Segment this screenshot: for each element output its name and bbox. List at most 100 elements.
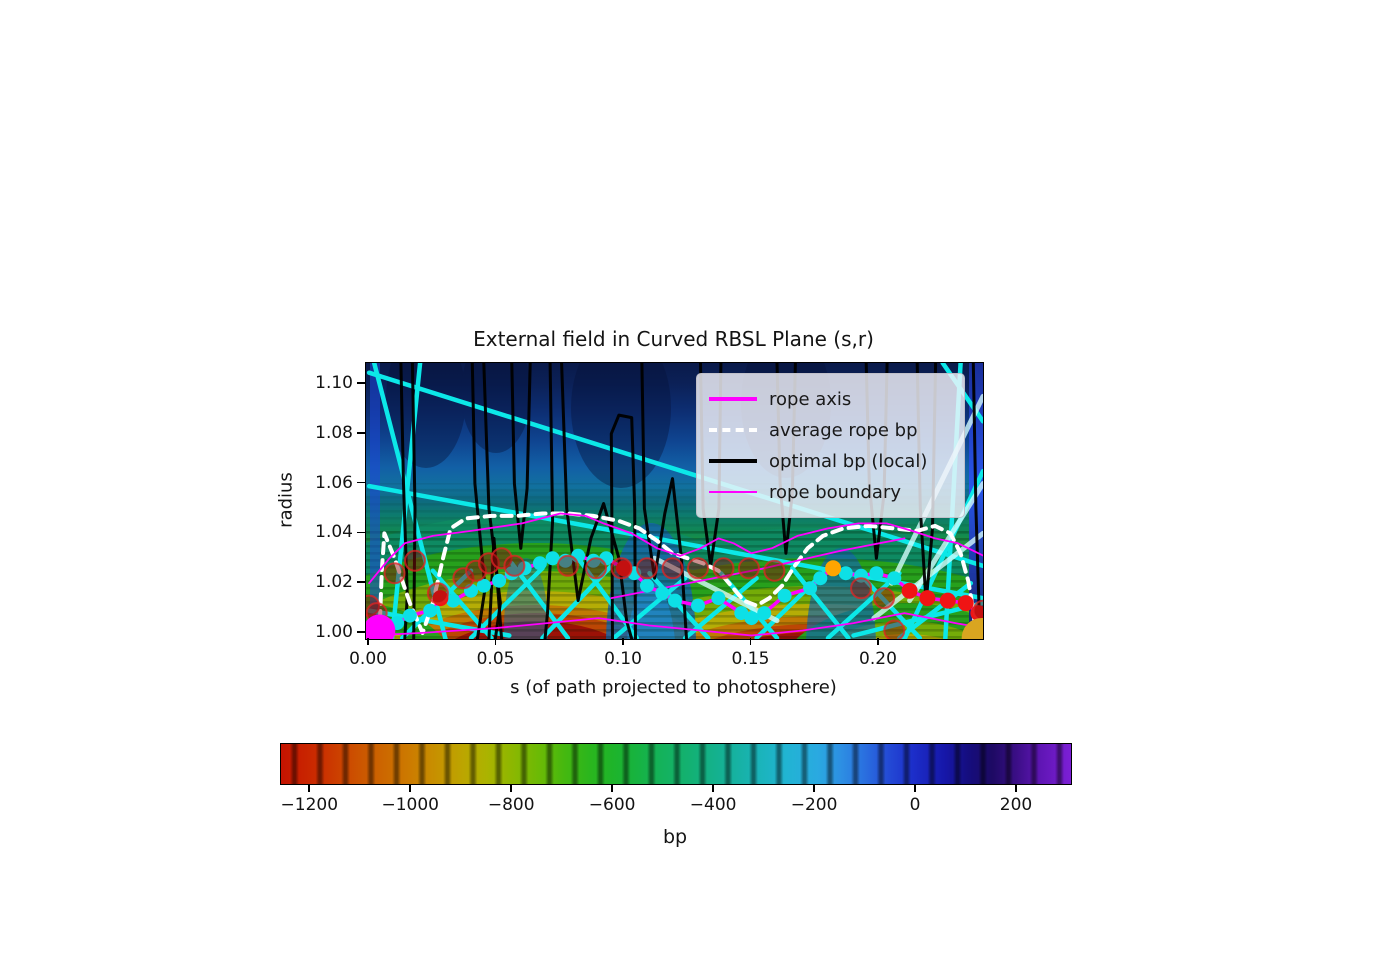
optimal-bp-line — [410, 363, 417, 639]
colorbar-tick-mark — [1015, 784, 1017, 792]
optimal-bp-line — [543, 363, 555, 639]
rope-bp-points-cyan-marker — [532, 556, 547, 571]
x-tick-mark — [367, 638, 369, 645]
faded-bp-circles-marker — [366, 594, 381, 617]
data-layers — [366, 363, 983, 639]
rope-bp-points-cyan-marker — [402, 608, 417, 623]
optimal-bp-line — [609, 413, 637, 639]
legend-line-sample — [709, 428, 757, 432]
rope-bp-points-cyan-marker — [744, 611, 759, 626]
faded-bp-circles-marker — [873, 587, 896, 610]
light-field-line — [652, 555, 780, 624]
colorbar-tick-mark — [409, 784, 412, 792]
faded-bp-circles-marker — [490, 547, 513, 570]
legend-item-average-rope-bp: average rope bp — [709, 415, 952, 445]
cyan-field-line — [468, 566, 545, 639]
faded-bp-circles-marker — [585, 557, 607, 580]
faded-bp-circles-marker — [503, 554, 526, 577]
bp-points-red-marker — [939, 592, 956, 609]
colorbar-tick-mark — [712, 784, 714, 792]
rope-bp-points-cyan-marker — [711, 591, 726, 606]
x-tick-mark — [749, 638, 752, 645]
rope-bp-points-cyan-marker — [757, 606, 772, 621]
x-tick-label: 0.20 — [859, 649, 897, 669]
y-tick-mark — [357, 631, 365, 633]
rope-footpoint-left-magenta-marker — [366, 614, 396, 639]
faded-bp-circles-marker — [687, 557, 709, 580]
y-tick-label: 1.06 — [315, 472, 353, 493]
rope-bp-points-cyan-marker — [492, 573, 507, 588]
rope-bp-points-cyan-marker — [476, 578, 491, 593]
legend-label: average rope bp — [769, 419, 918, 441]
plot-title: External field in Curved RBSL Plane (s,r… — [473, 327, 874, 351]
faded-bp-circles-marker — [763, 559, 786, 582]
colorbar-tick-label: −600 — [588, 795, 636, 815]
rope-bp-points-cyan-marker — [691, 598, 705, 613]
faded-bp-circles-marker — [556, 554, 579, 577]
colorbar-tick-label: −400 — [689, 795, 737, 815]
bp-point-orange-marker — [825, 560, 842, 577]
x-tick-label: 0.10 — [604, 649, 642, 669]
cyan-field-line — [825, 570, 902, 639]
legend: rope axis average rope bp optimal bp (loca… — [696, 373, 965, 518]
rope-bp-points-cyan-marker — [803, 581, 818, 596]
x-tick-mark — [494, 638, 497, 645]
legend-line-sample — [709, 459, 757, 463]
colorbar-tick-label: −800 — [487, 795, 535, 815]
colorbar-tick-label: −200 — [790, 795, 838, 815]
legend-item-rope-axis: rope axis — [709, 384, 952, 414]
cyan-field-line — [389, 363, 423, 639]
legend-label: rope boundary — [769, 481, 902, 503]
legend-item-rope-boundary: rope boundary — [709, 477, 952, 507]
left-edge-flux-band — [370, 363, 380, 639]
faded-bp-circles-marker — [712, 557, 735, 580]
heatmap-plot-area — [365, 362, 984, 640]
rope-bp-points-cyan-marker — [869, 566, 884, 581]
faded-bp-circles-marker — [661, 557, 684, 580]
y-tick-mark — [357, 431, 365, 434]
colorbar-tick-mark — [510, 784, 512, 792]
rope-bp-points-cyan-marker — [838, 566, 853, 581]
colorbar-tick-label: 0 — [909, 795, 921, 815]
x-tick-label: 0.15 — [731, 649, 770, 669]
x-tick-mark — [877, 638, 879, 645]
colorbar — [280, 743, 1072, 785]
legend-line-sample — [709, 397, 757, 401]
rope-bp-points-cyan-marker — [423, 603, 438, 618]
optimal-bp-line — [470, 363, 487, 639]
cyan-field-line — [897, 580, 974, 639]
rope-bp-points-cyan-marker — [655, 586, 670, 601]
cyan-field-line — [902, 468, 983, 639]
colorbar-tick-label: −1000 — [381, 795, 439, 815]
rope-bp-points-cyan-marker — [586, 553, 601, 568]
faded-bp-circles-marker — [883, 619, 906, 639]
rope-bp-points-cyan-marker — [668, 593, 682, 608]
rope-bp-points-cyan-marker — [777, 588, 792, 603]
y-axis-label: radius — [275, 472, 297, 528]
legend-item-optimal-bp-local-: optimal bp (local) — [709, 446, 952, 476]
x-tick-label: 0.00 — [349, 649, 387, 669]
faded-bp-circles-marker — [452, 567, 475, 590]
y-tick-mark — [357, 531, 365, 534]
colorbar-tick-mark — [611, 784, 613, 792]
faded-bp-circles-marker — [383, 562, 406, 585]
y-tick-label: 1.10 — [315, 372, 353, 393]
rope-boundary-upper-line — [368, 512, 983, 585]
faded-bp-circles-marker — [477, 552, 500, 575]
rope-bp-points-cyan-marker — [545, 551, 560, 566]
cyan-field-line — [682, 575, 759, 639]
rope-bp-points-cyan-marker — [640, 578, 654, 593]
y-tick-label: 1.02 — [315, 572, 353, 593]
rope-footpoint-right-gold-marker — [961, 618, 983, 639]
x-tick-mark — [622, 638, 624, 645]
colorbar-bands-overlay — [281, 744, 1071, 784]
legend-label: rope axis — [769, 388, 852, 410]
bp-points-red-marker — [919, 590, 936, 607]
heatmap-canvas — [366, 363, 983, 639]
y-tick-mark — [357, 382, 365, 384]
colorbar-tick-label: −1200 — [280, 795, 339, 815]
cyan-field-line — [366, 483, 983, 601]
bp-points-red-marker — [901, 582, 918, 599]
faded-bp-circles-marker — [972, 599, 983, 622]
